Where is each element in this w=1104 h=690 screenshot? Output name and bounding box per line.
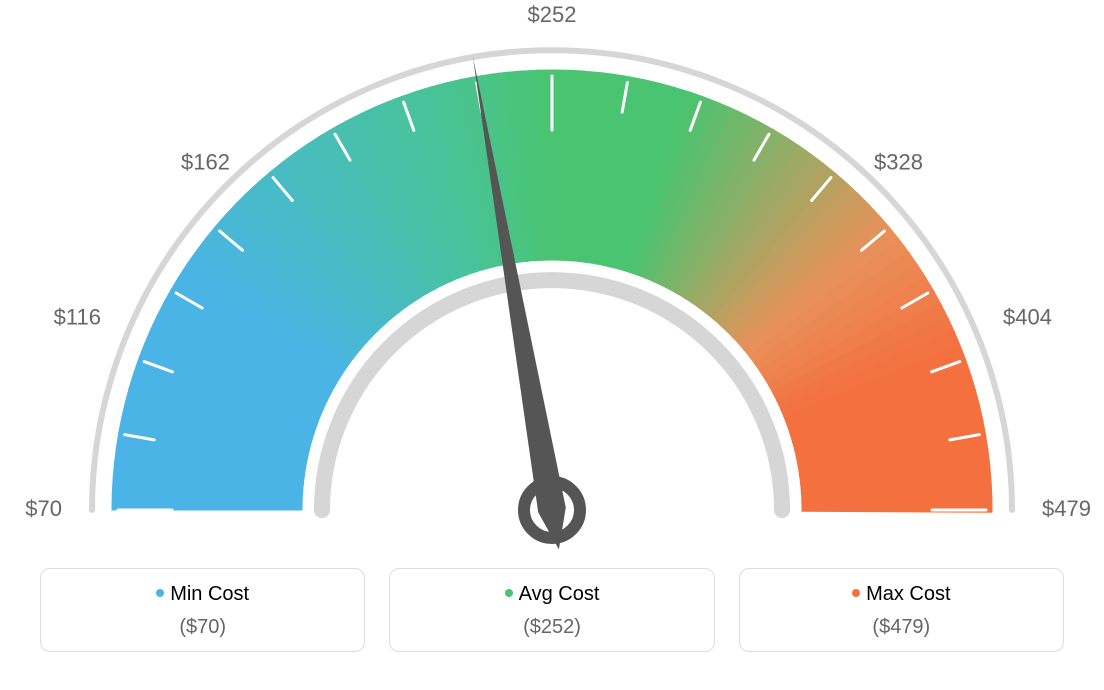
legend-title-avg: Avg Cost xyxy=(390,583,713,606)
legend-dot-avg xyxy=(505,589,513,597)
svg-text:$328: $328 xyxy=(874,150,923,175)
legend-value-max: ($479) xyxy=(740,616,1063,639)
legend-title-max: Max Cost xyxy=(740,583,1063,606)
legend-title-min: Min Cost xyxy=(41,583,364,606)
svg-text:$116: $116 xyxy=(54,305,101,330)
svg-text:$404: $404 xyxy=(1003,305,1052,330)
svg-text:$252: $252 xyxy=(528,2,577,27)
legend-dot-max xyxy=(852,589,860,597)
legend-card-avg: Avg Cost ($252) xyxy=(389,568,714,652)
legend-card-min: Min Cost ($70) xyxy=(40,568,365,652)
svg-text:$162: $162 xyxy=(181,150,230,175)
legend-title-min-text: Min Cost xyxy=(170,583,249,605)
legend-value-avg: ($252) xyxy=(390,616,713,639)
svg-text:$70: $70 xyxy=(25,496,62,521)
legend-dot-min xyxy=(156,589,164,597)
gauge-svg: $70 $116 $162 $252 $328 $404 $479 xyxy=(0,0,1104,560)
legend-row: Min Cost ($70) Avg Cost ($252) Max Cost … xyxy=(0,568,1104,652)
legend-title-avg-text: Avg Cost xyxy=(519,583,600,605)
legend-card-max: Max Cost ($479) xyxy=(739,568,1064,652)
legend-title-max-text: Max Cost xyxy=(866,583,950,605)
svg-text:$479: $479 xyxy=(1042,496,1091,521)
cost-gauge: $70 $116 $162 $252 $328 $404 $479 xyxy=(0,0,1104,560)
legend-value-min: ($70) xyxy=(41,616,364,639)
